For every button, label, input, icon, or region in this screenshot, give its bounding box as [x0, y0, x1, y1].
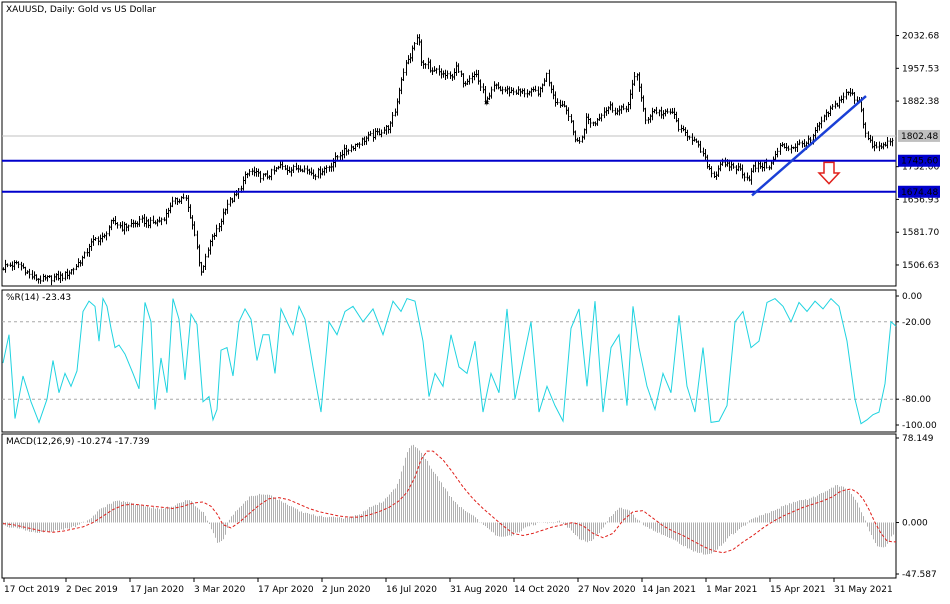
time-tick-label: 17 Jan 2020 [130, 585, 184, 595]
level-price-badge-bg [898, 185, 940, 198]
price-tick-label: 2032.68 [902, 32, 939, 42]
y-axes: 2032.68 1957.53 1882.38 1581.70 1506.63 1732.… [896, 32, 940, 580]
time-tick-label: 27 Nov 2020 [578, 585, 636, 595]
wpr-panel-frame [1, 289, 897, 433]
wpr-panel-title: %R(14) -23.43 [6, 293, 71, 303]
macd-tick-label: -47.587 [902, 570, 937, 580]
current-price-badge-bg [898, 129, 940, 142]
time-tick-label: 14 Oct 2020 [514, 585, 570, 595]
macd-plot [2, 444, 897, 555]
time-tick-label: 1 Mar 2021 [706, 585, 757, 595]
red-marker-icon: ✶ [483, 99, 491, 109]
wpr-plot [2, 296, 897, 425]
time-tick-label: 3 Mar 2020 [194, 585, 246, 595]
price-tick-label: 1581.70 [902, 228, 939, 238]
time-tick-label: 31 Aug 2020 [450, 585, 508, 595]
down-arrow-icon [817, 161, 841, 185]
time-tick-label: 17 Apr 2020 [258, 585, 314, 595]
wpr-tick-label: 0.00 [902, 292, 922, 302]
time-tick-label: 2 Dec 2019 [66, 585, 118, 595]
time-tick-label: 14 Jan 2021 [642, 585, 696, 595]
time-axis: 17 Oct 2019 2 Dec 2019 17 Jan 2020 3 Mar 20… [3, 578, 893, 595]
macd-tick-label: 78.149 [902, 434, 934, 444]
wpr-tick-label: -100.00 [902, 421, 937, 431]
price-tick-label: 1506.63 [902, 261, 939, 271]
time-tick-label: 16 Jul 2020 [386, 585, 437, 595]
wpr-tick-label: -80.00 [902, 395, 931, 405]
price-tick-label-hidden: 1656.93 [902, 195, 939, 205]
time-tick-label: 2 Jun 2020 [322, 585, 371, 595]
time-tick-label: 15 Apr 2021 [770, 585, 826, 595]
macd-panel-frame [1, 433, 897, 579]
price-tick-label: 1957.53 [902, 64, 939, 74]
time-tick-label: 31 May 2021 [834, 585, 893, 595]
price-panel-title: XAUUSD, Daily: Gold vs US Dollar [6, 5, 156, 15]
macd-tick-label: 0.000 [902, 519, 928, 529]
wpr-tick-label: -20.00 [902, 318, 931, 328]
level-price-badge: 1674.48 [901, 188, 938, 198]
price-panel-frame [1, 1, 897, 287]
current-price-badge: 1802.48 [901, 132, 938, 142]
wpr-line [2, 296, 897, 425]
level-price-badge-bg [898, 154, 940, 167]
price-plot: ✶ [2, 34, 896, 286]
trendline[interactable] [751, 95, 867, 197]
price-tick-label: 1882.38 [902, 97, 939, 107]
price-tick-label-hidden: 1732.06 [902, 163, 939, 173]
macd-panel-title: MACD(12,26,9) -10.274 -17.739 [6, 437, 150, 447]
time-tick-label: 17 Oct 2019 [4, 585, 60, 595]
level-price-badge: 1745.60 [901, 157, 938, 167]
